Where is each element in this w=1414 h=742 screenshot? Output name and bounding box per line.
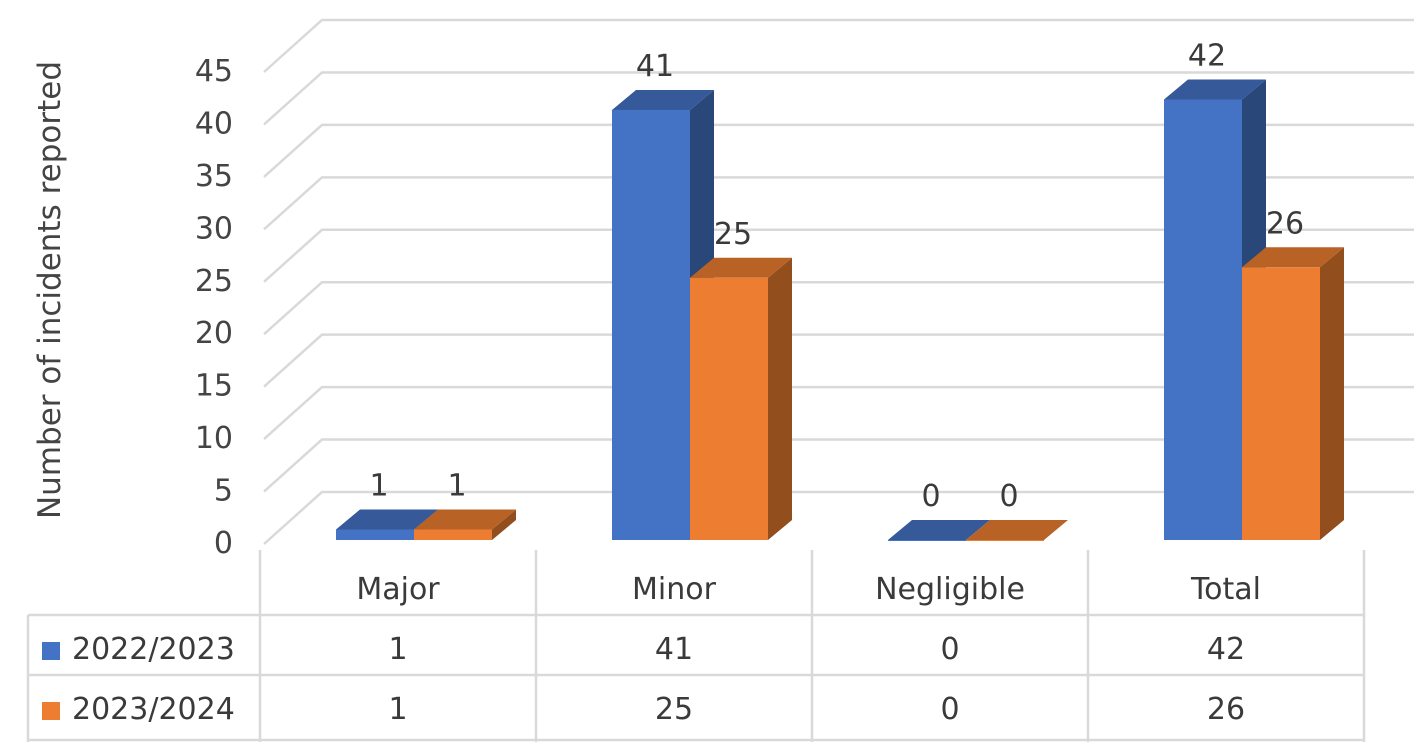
y-tick-label: 40: [195, 106, 233, 141]
bar: [414, 529, 492, 540]
category-label: Minor: [632, 572, 716, 607]
y-tick-label: 30: [195, 211, 233, 246]
data-label: 1: [447, 469, 466, 504]
data-label: 0: [999, 479, 1018, 514]
bar-top: [612, 89, 714, 110]
data-labels: 1 1 41 25 0 0 42 26: [369, 38, 1304, 514]
data-label: 42: [1188, 38, 1226, 73]
gridline: [263, 333, 1414, 388]
bar-top: [690, 257, 792, 278]
bar-top: [966, 520, 1068, 540]
bar: [1242, 267, 1320, 540]
y-tick-label: 35: [195, 159, 233, 194]
data-label: 26: [1266, 206, 1304, 241]
gridline: [263, 280, 1414, 336]
bar-top: [888, 520, 990, 540]
series-name: 2023/2024: [72, 692, 235, 727]
bar: [1164, 99, 1242, 540]
table-cell: 42: [1206, 632, 1246, 667]
series-name: 2022/2023: [72, 632, 235, 667]
gridline: [263, 490, 1414, 545]
gridline: [263, 123, 1414, 178]
legend-key: [42, 702, 60, 720]
legend-key: [42, 642, 60, 660]
y-tick-label: 25: [195, 264, 233, 299]
data-table-lines: [26, 550, 1366, 742]
y-axis-title: Number of incidents reported: [32, 60, 68, 520]
bar-top: [336, 509, 438, 530]
category-label: Negligible: [875, 572, 1025, 607]
data-label: 41: [636, 49, 674, 84]
table-cell: 25: [654, 692, 694, 727]
y-tick-label: 20: [195, 316, 233, 351]
bar-side: [1320, 247, 1344, 541]
gridline: [263, 176, 1414, 231]
table-cell: 41: [654, 632, 694, 667]
bar: [612, 109, 690, 540]
data-label: 25: [714, 217, 752, 252]
table-cell: 1: [388, 632, 408, 667]
gridline: [263, 71, 1414, 126]
gridlines: [263, 18, 1414, 545]
y-tick-labels: 0 5 10 15 20 25 30 35 40 45: [195, 54, 233, 561]
data-label: 1: [369, 469, 388, 504]
bar-top: [414, 509, 516, 530]
gridline: [263, 385, 1414, 441]
bar: [690, 277, 768, 540]
y-tick-label: 10: [195, 421, 233, 456]
category-label: Total: [1190, 572, 1262, 607]
gridline: [263, 18, 1414, 73]
bar-top: [1242, 247, 1344, 268]
bar-top: [1164, 79, 1266, 100]
table-cell: 1: [388, 692, 408, 727]
bars: [336, 79, 1344, 541]
data-label: 0: [921, 479, 940, 514]
y-tick-label: 0: [214, 526, 233, 561]
bar: [336, 529, 414, 540]
gridline: [263, 438, 1414, 493]
bar-side: [768, 257, 792, 540]
table-cell: 0: [940, 692, 960, 727]
y-tick-label: 5: [214, 474, 233, 509]
y-tick-label: 45: [195, 54, 233, 89]
bar: [966, 540, 1044, 541]
bar: [888, 540, 966, 541]
category-label: Major: [356, 572, 440, 607]
table-cell: 0: [940, 632, 960, 667]
bar-side: [492, 509, 516, 540]
y-tick-label: 15: [195, 369, 233, 404]
table-cell: 26: [1206, 692, 1246, 727]
gridline: [263, 228, 1414, 283]
